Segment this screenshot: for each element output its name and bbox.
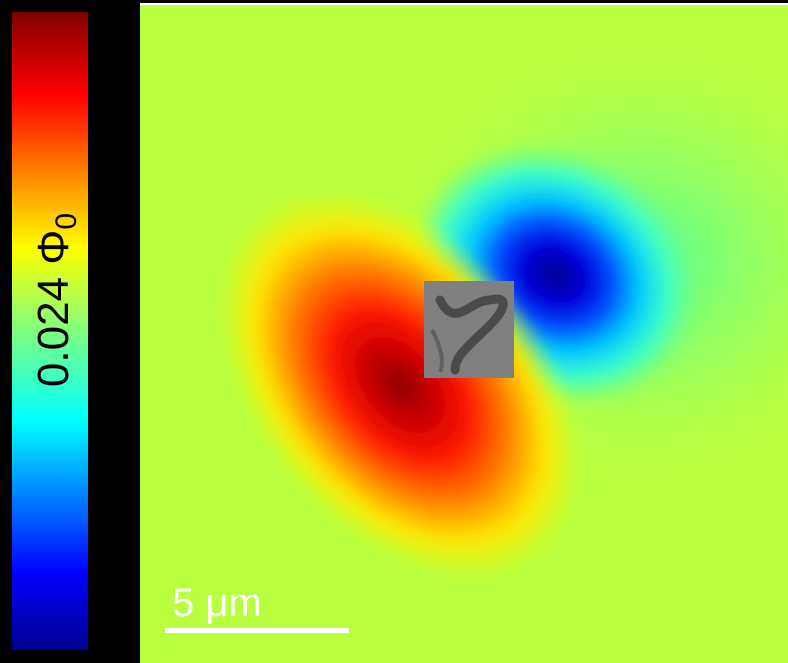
sample-image [424,281,514,378]
flux-image: 0.024 Φ0 5 μm [0,0,788,663]
colorbar-label: 0.024 Φ0 [29,213,83,387]
colorbar-label-main: 0.024 Φ [29,230,78,387]
scale-bar [165,628,349,633]
colorbar-label-subscript: 0 [50,213,83,230]
top-border [140,3,788,5]
scale-bar-label: 5 μm [172,581,262,625]
